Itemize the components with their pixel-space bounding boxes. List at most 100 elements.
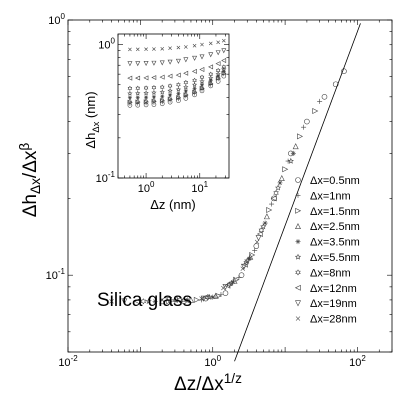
inset-y-tick-label: 100 xyxy=(98,37,115,52)
inset-data-point xyxy=(168,46,172,50)
legend-label: Δx=0.5nm xyxy=(310,175,360,187)
data-point xyxy=(240,266,245,271)
data-point xyxy=(133,298,140,305)
series-7 xyxy=(133,195,277,305)
series-9 xyxy=(109,239,260,304)
inset-data-point xyxy=(151,60,157,66)
legend-label: Δx=19nm xyxy=(310,298,357,310)
legend-marker xyxy=(295,300,301,307)
inset-data-point xyxy=(135,95,140,100)
y-axis-label: ΔhΔx/Δxβ xyxy=(17,143,43,218)
inset-data-point xyxy=(167,59,173,65)
legend: Δx=0.5nm Δx=1nm Δx=1.5nm Δx=2.5nm Δx=3.5nm Δx… xyxy=(294,175,360,326)
inset-data-point xyxy=(135,97,141,103)
data-point xyxy=(253,243,260,249)
inset-data-point xyxy=(199,78,205,84)
inset-data-point xyxy=(151,89,157,95)
inset-series-9 xyxy=(128,38,226,52)
inset-series-5 xyxy=(127,66,227,96)
data-point xyxy=(240,263,247,270)
data-point xyxy=(282,166,289,173)
data-point xyxy=(274,184,282,191)
data-point xyxy=(252,247,258,253)
inset-data-point xyxy=(200,42,204,47)
inset-data-point xyxy=(199,67,205,73)
legend-label: Δx=1.5nm xyxy=(310,206,360,218)
data-point xyxy=(218,292,224,298)
inset-data-point xyxy=(215,50,221,56)
legend-marker xyxy=(295,207,302,214)
data-point xyxy=(273,189,279,197)
inset-data-point xyxy=(175,58,181,64)
inset-data-point xyxy=(135,75,141,81)
inset-data-point xyxy=(221,69,226,74)
legend-marker xyxy=(295,239,301,245)
inset-data-point xyxy=(144,95,149,100)
legend-label: Δx=5.5nm xyxy=(310,252,360,264)
inset-x-axis-label: Δz (nm) xyxy=(150,197,196,212)
inset-data-point xyxy=(175,93,181,99)
inset-data-point xyxy=(208,75,214,81)
legend-marker xyxy=(295,177,301,183)
inset-data-point xyxy=(216,40,220,45)
inset-data-point xyxy=(216,74,221,79)
data-point xyxy=(226,281,233,288)
inset-data-point xyxy=(143,90,149,96)
data-point xyxy=(277,180,283,186)
inset-data-point xyxy=(135,85,140,91)
inset-y-tick-label: 10-1 xyxy=(96,170,116,185)
inset-data-point xyxy=(160,46,165,51)
inset-data-point xyxy=(184,45,188,49)
fit-line xyxy=(234,23,361,362)
inset-data-point xyxy=(168,92,173,97)
inset-series-8 xyxy=(127,48,227,67)
inset-data-point xyxy=(183,57,189,63)
data-point xyxy=(246,256,252,262)
inset-data-point xyxy=(143,85,149,91)
inset-data-point xyxy=(192,86,197,91)
inset-frame xyxy=(117,33,230,179)
inset-data-point xyxy=(151,97,157,103)
inset-data-point xyxy=(127,75,133,81)
main-x-tick-label: 100 xyxy=(204,354,221,369)
inset-x-tick-label: 100 xyxy=(138,180,155,195)
inset-data-point xyxy=(183,90,189,96)
legend-marker xyxy=(294,284,301,291)
inset-series-4 xyxy=(127,69,226,100)
inset-data-point xyxy=(215,67,221,73)
inset-data-point xyxy=(127,61,133,67)
inset-x-tick-label: 101 xyxy=(191,180,208,195)
legend-marker xyxy=(295,269,301,276)
data-point xyxy=(159,297,165,303)
inset-data-point xyxy=(176,82,181,88)
inset-data-point xyxy=(200,82,205,87)
data-point xyxy=(287,157,294,164)
data-point xyxy=(222,290,229,296)
inset-data-point xyxy=(215,61,221,67)
inset-data-point xyxy=(221,64,227,70)
inset-data-point xyxy=(160,94,165,99)
data-point xyxy=(262,220,268,226)
inset-data-point xyxy=(127,97,133,103)
data-point xyxy=(278,174,285,181)
main-frame xyxy=(67,19,393,353)
inset-data-point xyxy=(167,94,173,100)
inset-data-point xyxy=(192,88,198,94)
data-point xyxy=(145,298,152,304)
inset-data-point xyxy=(127,85,133,91)
legend-marker xyxy=(294,253,302,260)
data-point xyxy=(266,207,273,214)
inset-data-point xyxy=(167,88,173,94)
inset-data-point xyxy=(199,84,205,90)
data-point xyxy=(215,292,222,299)
x-axis-label: Δz/Δx1/z xyxy=(174,371,242,395)
data-point xyxy=(271,195,277,202)
series-4 xyxy=(152,150,296,304)
inset-data-point xyxy=(221,48,227,54)
inset-data-point xyxy=(215,71,221,77)
data-point xyxy=(269,201,275,207)
inset-data-point xyxy=(183,84,189,90)
inset-data-point xyxy=(208,78,213,83)
inset-data-point xyxy=(192,77,197,83)
